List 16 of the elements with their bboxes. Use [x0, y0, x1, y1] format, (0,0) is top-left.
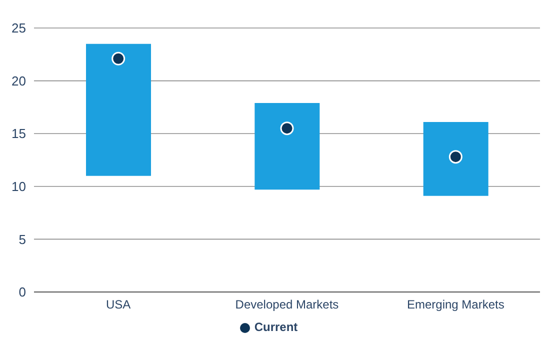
bar [86, 44, 151, 176]
x-tick-label: Developed Markets [235, 298, 339, 312]
y-tick-label: 10 [12, 179, 26, 194]
bar [423, 122, 488, 196]
y-tick-label: 20 [12, 73, 26, 88]
point [112, 52, 126, 66]
point [280, 122, 294, 136]
y-tick-label: 5 [18, 232, 26, 247]
point [448, 150, 462, 164]
y-tick-label: 25 [12, 20, 26, 36]
y-tick-label: 15 [12, 126, 26, 142]
legend-label: Current [254, 320, 298, 334]
y-tick-label: 0 [18, 284, 26, 300]
x-tick-label: USA [106, 298, 131, 312]
x-tick-label: Emerging Markets [406, 298, 504, 312]
bar [254, 102, 320, 190]
